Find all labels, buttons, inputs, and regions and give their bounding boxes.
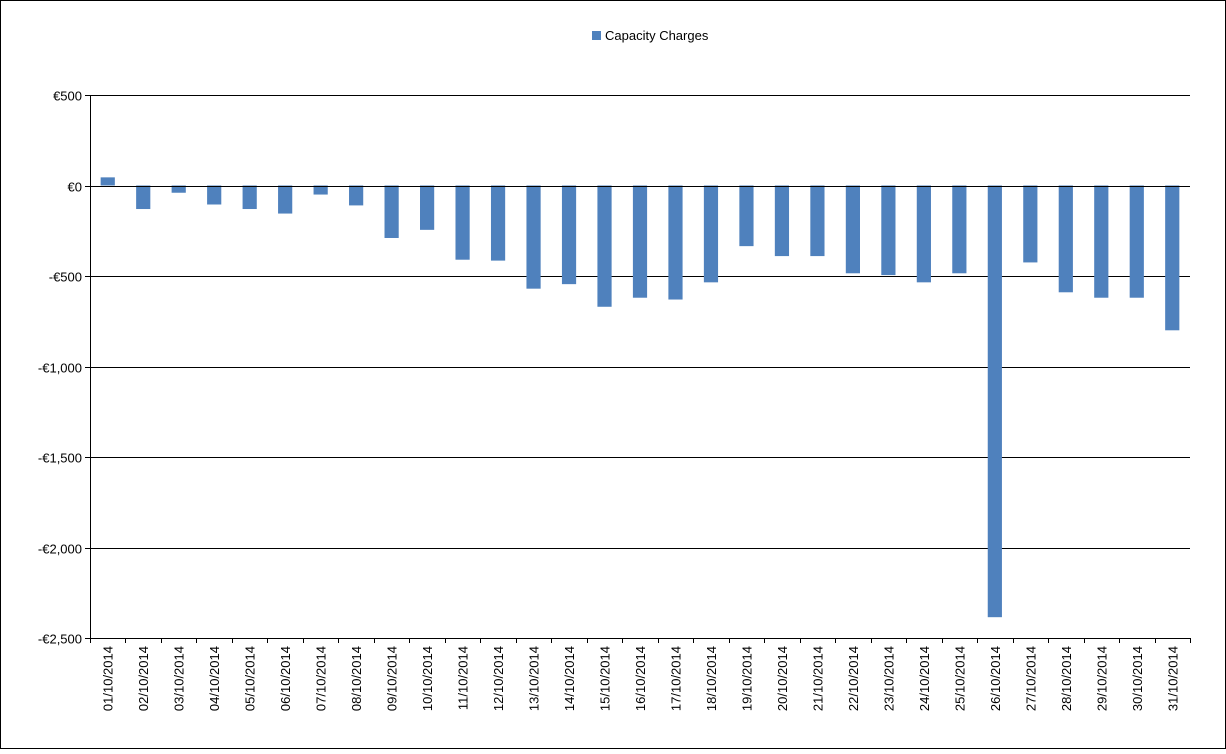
x-tick-label: 13/10/2014 xyxy=(527,646,542,711)
x-tick-label: 18/10/2014 xyxy=(704,646,719,711)
x-tick-label: 24/10/2014 xyxy=(917,646,932,711)
x-tick-label: 08/10/2014 xyxy=(349,646,364,711)
bar xyxy=(313,185,328,195)
x-tick-label: 20/10/2014 xyxy=(775,646,790,711)
x-tick-label: 23/10/2014 xyxy=(881,646,896,711)
x-tick-label: 02/10/2014 xyxy=(136,646,151,711)
bar xyxy=(810,185,825,257)
bar xyxy=(384,185,399,238)
x-tick-label: 31/10/2014 xyxy=(1165,646,1180,711)
bar xyxy=(881,185,896,276)
bar xyxy=(1023,185,1038,263)
x-tick-label: 05/10/2014 xyxy=(243,646,258,711)
y-tick-label: €0 xyxy=(68,180,82,195)
bar xyxy=(526,185,541,289)
bar xyxy=(207,185,222,205)
bar xyxy=(561,185,577,285)
x-tick-label: 01/10/2014 xyxy=(101,646,116,711)
x-tick-label: 04/10/2014 xyxy=(207,646,222,711)
x-tick-label: 27/10/2014 xyxy=(1023,646,1038,711)
bar xyxy=(278,185,293,214)
y-tick-label: -€500 xyxy=(49,270,82,285)
x-tick-label: 10/10/2014 xyxy=(420,646,435,711)
x-tick-label: 26/10/2014 xyxy=(988,646,1003,711)
x-tick-label: 12/10/2014 xyxy=(491,646,506,711)
bar xyxy=(952,185,967,274)
bar xyxy=(349,185,364,206)
bar xyxy=(100,177,115,186)
bar xyxy=(1058,185,1073,293)
x-tick-label: 06/10/2014 xyxy=(278,646,293,711)
x-tick-label: 28/10/2014 xyxy=(1059,646,1074,711)
x-tick-label: 03/10/2014 xyxy=(172,646,187,711)
x-tick-label: 16/10/2014 xyxy=(633,646,648,711)
bar xyxy=(1165,185,1180,331)
y-tick-label: €500 xyxy=(53,89,82,104)
bar xyxy=(703,185,719,283)
bar xyxy=(490,185,506,261)
x-tick-label: 29/10/2014 xyxy=(1094,646,1109,711)
y-tick-label: -€1,500 xyxy=(38,451,82,466)
x-tick-label: 25/10/2014 xyxy=(952,646,967,711)
bar xyxy=(774,185,790,257)
bar xyxy=(845,185,860,274)
y-tick-label: -€1,000 xyxy=(38,361,82,376)
y-tick-label: -€2,000 xyxy=(38,542,82,557)
x-tick-label: 09/10/2014 xyxy=(385,646,400,711)
bar xyxy=(597,185,612,307)
bar xyxy=(171,185,186,193)
bar xyxy=(632,185,648,298)
x-tick-label: 30/10/2014 xyxy=(1130,646,1145,711)
bar xyxy=(739,185,754,247)
y-tick-label: -€2,500 xyxy=(38,632,82,647)
bar xyxy=(420,185,435,230)
x-tick-label: 19/10/2014 xyxy=(739,646,754,711)
x-tick-label: 22/10/2014 xyxy=(846,646,861,711)
legend-swatch xyxy=(592,31,601,40)
x-tick-label: 15/10/2014 xyxy=(598,646,613,711)
x-tick-label: 17/10/2014 xyxy=(668,646,683,711)
legend-label: Capacity Charges xyxy=(605,28,709,43)
bar xyxy=(136,185,151,210)
x-tick-label: 07/10/2014 xyxy=(314,646,329,711)
bar xyxy=(455,185,470,260)
bar xyxy=(242,185,257,210)
x-tick-label: 21/10/2014 xyxy=(810,646,825,711)
x-tick-label: 14/10/2014 xyxy=(562,646,577,711)
bar xyxy=(1094,185,1109,298)
bar xyxy=(987,185,1002,618)
x-tick-label: 11/10/2014 xyxy=(456,646,471,710)
bar xyxy=(668,185,683,300)
bar xyxy=(916,185,931,283)
bar xyxy=(1129,185,1144,298)
